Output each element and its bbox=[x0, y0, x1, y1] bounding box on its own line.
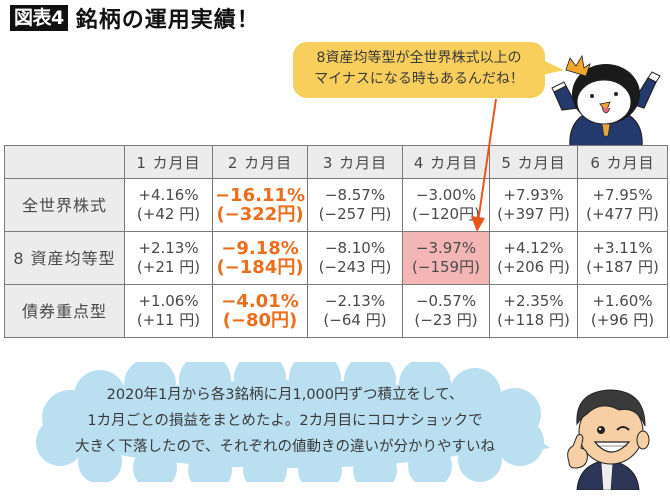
table-cell: +4.12% (+206 円) bbox=[489, 231, 578, 285]
results-table: 1 カ月目 2 カ月目 3 カ月目 4 カ月目 5 カ月目 6 カ月目 全世界株… bbox=[4, 145, 668, 338]
man-character-icon bbox=[567, 389, 650, 490]
cell-percent: +7.95% bbox=[592, 186, 653, 204]
table-cell: +1.60% (+96 円) bbox=[577, 284, 668, 338]
cell-percent: +4.16% bbox=[138, 186, 199, 204]
cell-percent: −4.01% bbox=[221, 291, 299, 312]
row-label: 8 資産均等型 bbox=[4, 231, 125, 285]
table-row-8-asset-balanced: 8 資産均等型 +2.13% (+21 円) −9.18% (−184円) −8.1… bbox=[4, 231, 668, 285]
table-cell-highlighted: −16.11% (−322円) bbox=[212, 178, 308, 232]
table-cell: +7.93% (+397 円) bbox=[489, 178, 578, 232]
table-row-global-equity: 全世界株式 +4.16% (+42 円) −16.11% (−322円) −8.57… bbox=[4, 178, 668, 232]
header-cell-month-4: 4 カ月目 bbox=[402, 145, 490, 179]
table-cell: −0.57% (−23 円) bbox=[402, 284, 490, 338]
speech-bubble-top: 8資産均等型が全世界株式以上の マイナスになる時もあるんだね！ bbox=[293, 42, 545, 98]
table-cell: +1.06% (+11 円) bbox=[124, 284, 213, 338]
cell-percent: −16.11% bbox=[214, 185, 306, 206]
cell-percent: +1.60% bbox=[592, 292, 653, 310]
cell-yen: (+477 円) bbox=[586, 205, 659, 223]
table-cell: −8.57% (−257 円) bbox=[307, 178, 403, 232]
speech-cloud-line: 1カ月ごとの損益をまとめたよ。2カ月目にコロナショックで bbox=[87, 413, 483, 429]
header-cell-month-2: 2 カ月目 bbox=[212, 145, 308, 179]
cell-percent: +1.06% bbox=[138, 292, 199, 310]
header-cell-month-3: 3 カ月目 bbox=[307, 145, 403, 179]
cell-percent: +3.11% bbox=[592, 239, 653, 257]
cell-percent: −8.10% bbox=[324, 239, 386, 257]
cell-yen: (+118 円) bbox=[497, 311, 570, 329]
cell-yen: (−80円) bbox=[222, 310, 298, 331]
table-cell: −2.13% (−64 円) bbox=[307, 284, 403, 338]
cell-percent: −2.13% bbox=[324, 292, 386, 310]
header-cell-empty bbox=[4, 145, 125, 179]
cell-percent: −3.97% bbox=[415, 239, 477, 257]
cell-yen: (−257 円) bbox=[318, 205, 392, 223]
table-cell: +4.16% (+42 円) bbox=[124, 178, 213, 232]
speech-bubble-top-line: 8資産均等型が全世界株式以上の bbox=[316, 50, 522, 66]
speech-cloud-bottom-text: 2020年1月から各3銘柄に月1,000円ずつ積立をして、 1カ月ごとの損益をま… bbox=[40, 382, 530, 460]
figure-title-text: 銘柄の運用実績！ bbox=[75, 8, 260, 33]
cell-yen: (+187 円) bbox=[586, 258, 659, 276]
table-header-row: 1 カ月目 2 カ月目 3 カ月目 4 カ月目 5 カ月目 6 カ月目 bbox=[4, 145, 668, 179]
table-cell-highlighted: −4.01% (−80円) bbox=[212, 284, 308, 338]
cell-yen: (−64 円) bbox=[323, 311, 387, 329]
table-cell: +7.95% (+477 円) bbox=[577, 178, 668, 232]
cell-percent: −8.57% bbox=[324, 186, 386, 204]
cell-yen: (−184円) bbox=[216, 257, 304, 278]
penguin-character-icon bbox=[551, 54, 661, 146]
cell-percent: −0.57% bbox=[415, 292, 477, 310]
table-row-bond-focused: 債券重点型 +1.06% (+11 円) −4.01% (−80円) −2.13%(… bbox=[4, 284, 668, 338]
cell-yen: (+21 円) bbox=[136, 258, 201, 276]
figure-title: 図表4 銘柄の運用実績！ bbox=[10, 4, 260, 33]
table-cell: −3.00% (−120円) bbox=[402, 178, 490, 232]
speech-bubble-top-line: マイナスになる時もあるんだね！ bbox=[314, 71, 524, 87]
cell-yen: (−243 円) bbox=[318, 258, 392, 276]
cell-percent: +2.35% bbox=[503, 292, 564, 310]
row-label: 全世界株式 bbox=[4, 178, 125, 232]
table-cell: +2.13% (+21 円) bbox=[124, 231, 213, 285]
table-cell-pink-highlight: −3.97% (−159円) bbox=[402, 231, 490, 285]
speech-cloud-line: 大きく下落したので、それぞれの値動きの違いが分かりやすいね bbox=[75, 439, 495, 455]
cell-yen: (+11 円) bbox=[136, 311, 201, 329]
cell-percent: +2.13% bbox=[138, 239, 199, 257]
cell-percent: −9.18% bbox=[221, 238, 299, 259]
cell-yen: (+42 円) bbox=[136, 205, 201, 223]
speech-cloud-bottom bbox=[36, 362, 550, 482]
cell-yen: (+397 円) bbox=[497, 205, 570, 223]
cell-percent: +7.93% bbox=[503, 186, 564, 204]
table-cell: −8.10% (−243 円) bbox=[307, 231, 403, 285]
table-cell: +3.11% (+187 円) bbox=[577, 231, 668, 285]
speech-cloud-line: 2020年1月から各3銘柄に月1,000円ずつ積立をして、 bbox=[106, 387, 464, 403]
header-cell-month-1: 1 カ月目 bbox=[124, 145, 213, 179]
header-cell-month-6: 6 カ月目 bbox=[577, 145, 668, 179]
speech-bubble-top-tail bbox=[538, 58, 564, 76]
cell-yen: (−322円) bbox=[216, 204, 304, 225]
table-cell: +2.35% (+118 円) bbox=[489, 284, 578, 338]
cell-yen: (−159円) bbox=[412, 258, 480, 276]
cell-yen: (−23 円) bbox=[414, 311, 478, 329]
cell-yen: (+206 円) bbox=[497, 258, 570, 276]
cell-yen: (−120円) bbox=[412, 205, 480, 223]
cell-percent: +4.12% bbox=[503, 239, 564, 257]
cell-yen: (+96 円) bbox=[590, 311, 655, 329]
figure-number-badge: 図表4 bbox=[10, 5, 68, 31]
cell-percent: −3.00% bbox=[415, 186, 477, 204]
row-label: 債券重点型 bbox=[4, 284, 125, 338]
header-cell-month-5: 5 カ月目 bbox=[489, 145, 578, 179]
table-cell-highlighted: −9.18% (−184円) bbox=[212, 231, 308, 285]
